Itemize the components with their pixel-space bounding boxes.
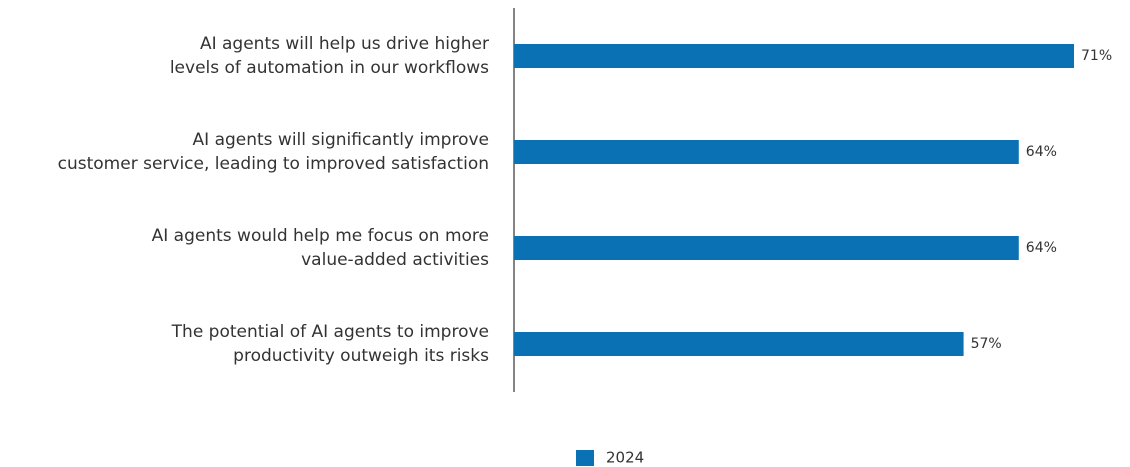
category-label: AI agents will significantly improve [193, 130, 489, 150]
value-label: 71% [1081, 48, 1112, 64]
value-label: 57% [971, 336, 1002, 352]
category-label: The potential of AI agents to improve [171, 322, 489, 342]
category-label: productivity outweigh its risks [233, 346, 489, 366]
value-label: 64% [1026, 144, 1057, 160]
category-label: levels of automation in our workflows [170, 58, 489, 78]
category-label: value-added activities [301, 250, 489, 270]
bar [514, 332, 964, 356]
category-label: AI agents will help us drive higher [200, 34, 489, 54]
bar [514, 236, 1019, 260]
legend-swatch [576, 450, 594, 466]
legend-label: 2024 [606, 449, 644, 467]
bar [514, 140, 1019, 164]
category-label: customer service, leading to improved sa… [58, 154, 489, 174]
value-label: 64% [1026, 240, 1057, 256]
category-label: AI agents would help me focus on more [152, 226, 489, 246]
bar [514, 44, 1074, 68]
